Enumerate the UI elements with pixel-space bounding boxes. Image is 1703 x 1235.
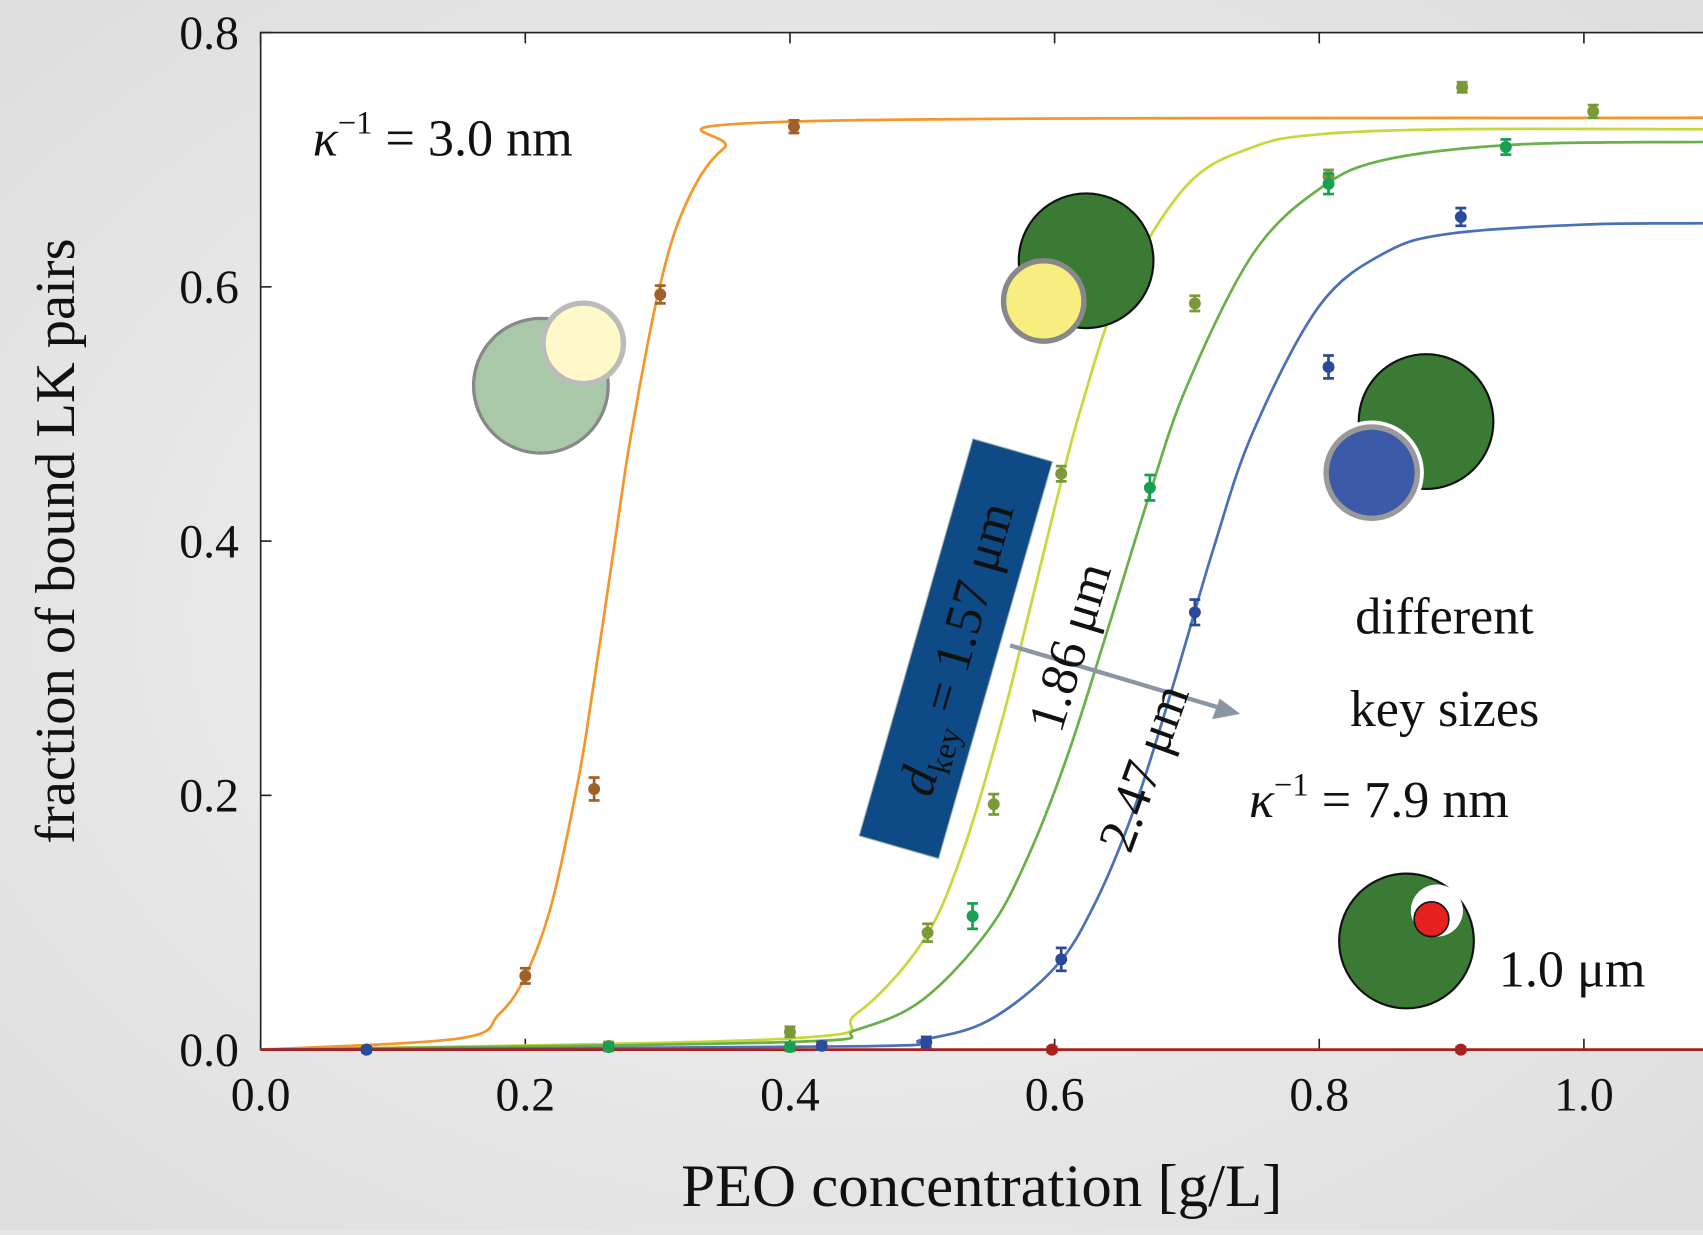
y-tick-label: 0.8 xyxy=(179,7,239,60)
data-point xyxy=(1456,81,1469,94)
data-point xyxy=(654,288,667,301)
icon-3nm xyxy=(471,300,627,455)
data-point xyxy=(602,1041,615,1054)
x-tick-label: 0.6 xyxy=(1025,1068,1085,1121)
y-tick-label: 0.4 xyxy=(179,515,239,568)
x-tick-label: 0.4 xyxy=(760,1068,820,1121)
data-point xyxy=(1587,105,1600,118)
arrow xyxy=(1009,643,1223,711)
data-point xyxy=(966,910,979,923)
label-10: 1.0 μm xyxy=(1499,942,1646,999)
data-point xyxy=(1322,177,1335,190)
different-label: different xyxy=(1355,588,1534,645)
dkey-box: dkey = 1.57 μm xyxy=(858,438,1053,860)
icon-247 xyxy=(1319,353,1495,525)
x-tick-label: 0.0 xyxy=(231,1068,291,1121)
data-point xyxy=(1454,1043,1467,1056)
data-point xyxy=(519,969,532,982)
data-point xyxy=(1055,953,1068,966)
x-axis-label: PEO concentration [g/L] xyxy=(681,1153,1282,1220)
kappa-79nm: κ−1 = 7.9 nm xyxy=(1249,767,1509,829)
y-tick-label: 0.6 xyxy=(179,261,239,314)
x-tick-label: 0.8 xyxy=(1289,1068,1349,1121)
data-point xyxy=(1499,141,1512,153)
marks xyxy=(259,31,1703,1056)
data-point xyxy=(783,1041,796,1054)
data-point xyxy=(1322,360,1335,373)
y-axis-label: fraction of bound LK pairs xyxy=(25,238,87,843)
y-tick-label: 0.0 xyxy=(179,1024,239,1077)
x-tick-label: 1.0 xyxy=(1554,1068,1614,1121)
data-point xyxy=(360,1043,373,1056)
data-point xyxy=(1045,1043,1058,1056)
data-point xyxy=(787,120,800,133)
data-point xyxy=(815,1039,828,1052)
data-point xyxy=(1188,606,1201,619)
arrow-head xyxy=(1212,698,1241,720)
data-point xyxy=(987,798,1000,811)
data-point xyxy=(920,1036,933,1048)
data-point xyxy=(921,926,934,939)
data-point xyxy=(1055,467,1068,480)
icon-157 xyxy=(1000,192,1155,344)
icon-10 xyxy=(1338,872,1475,1010)
kappa-3nm: κ−1 = 3.0 nm xyxy=(313,106,573,168)
data-point xyxy=(783,1025,796,1038)
data-point xyxy=(1188,297,1201,310)
fit-curve xyxy=(260,221,1703,1051)
x-tick-label: 0.2 xyxy=(495,1068,555,1121)
data-point xyxy=(1143,481,1156,494)
key-sizes-label: key sizes xyxy=(1350,681,1540,738)
data-point xyxy=(1454,210,1467,223)
y-tick-label: 0.2 xyxy=(179,770,239,823)
data-point xyxy=(588,783,601,795)
fit-curve xyxy=(260,140,1703,1051)
